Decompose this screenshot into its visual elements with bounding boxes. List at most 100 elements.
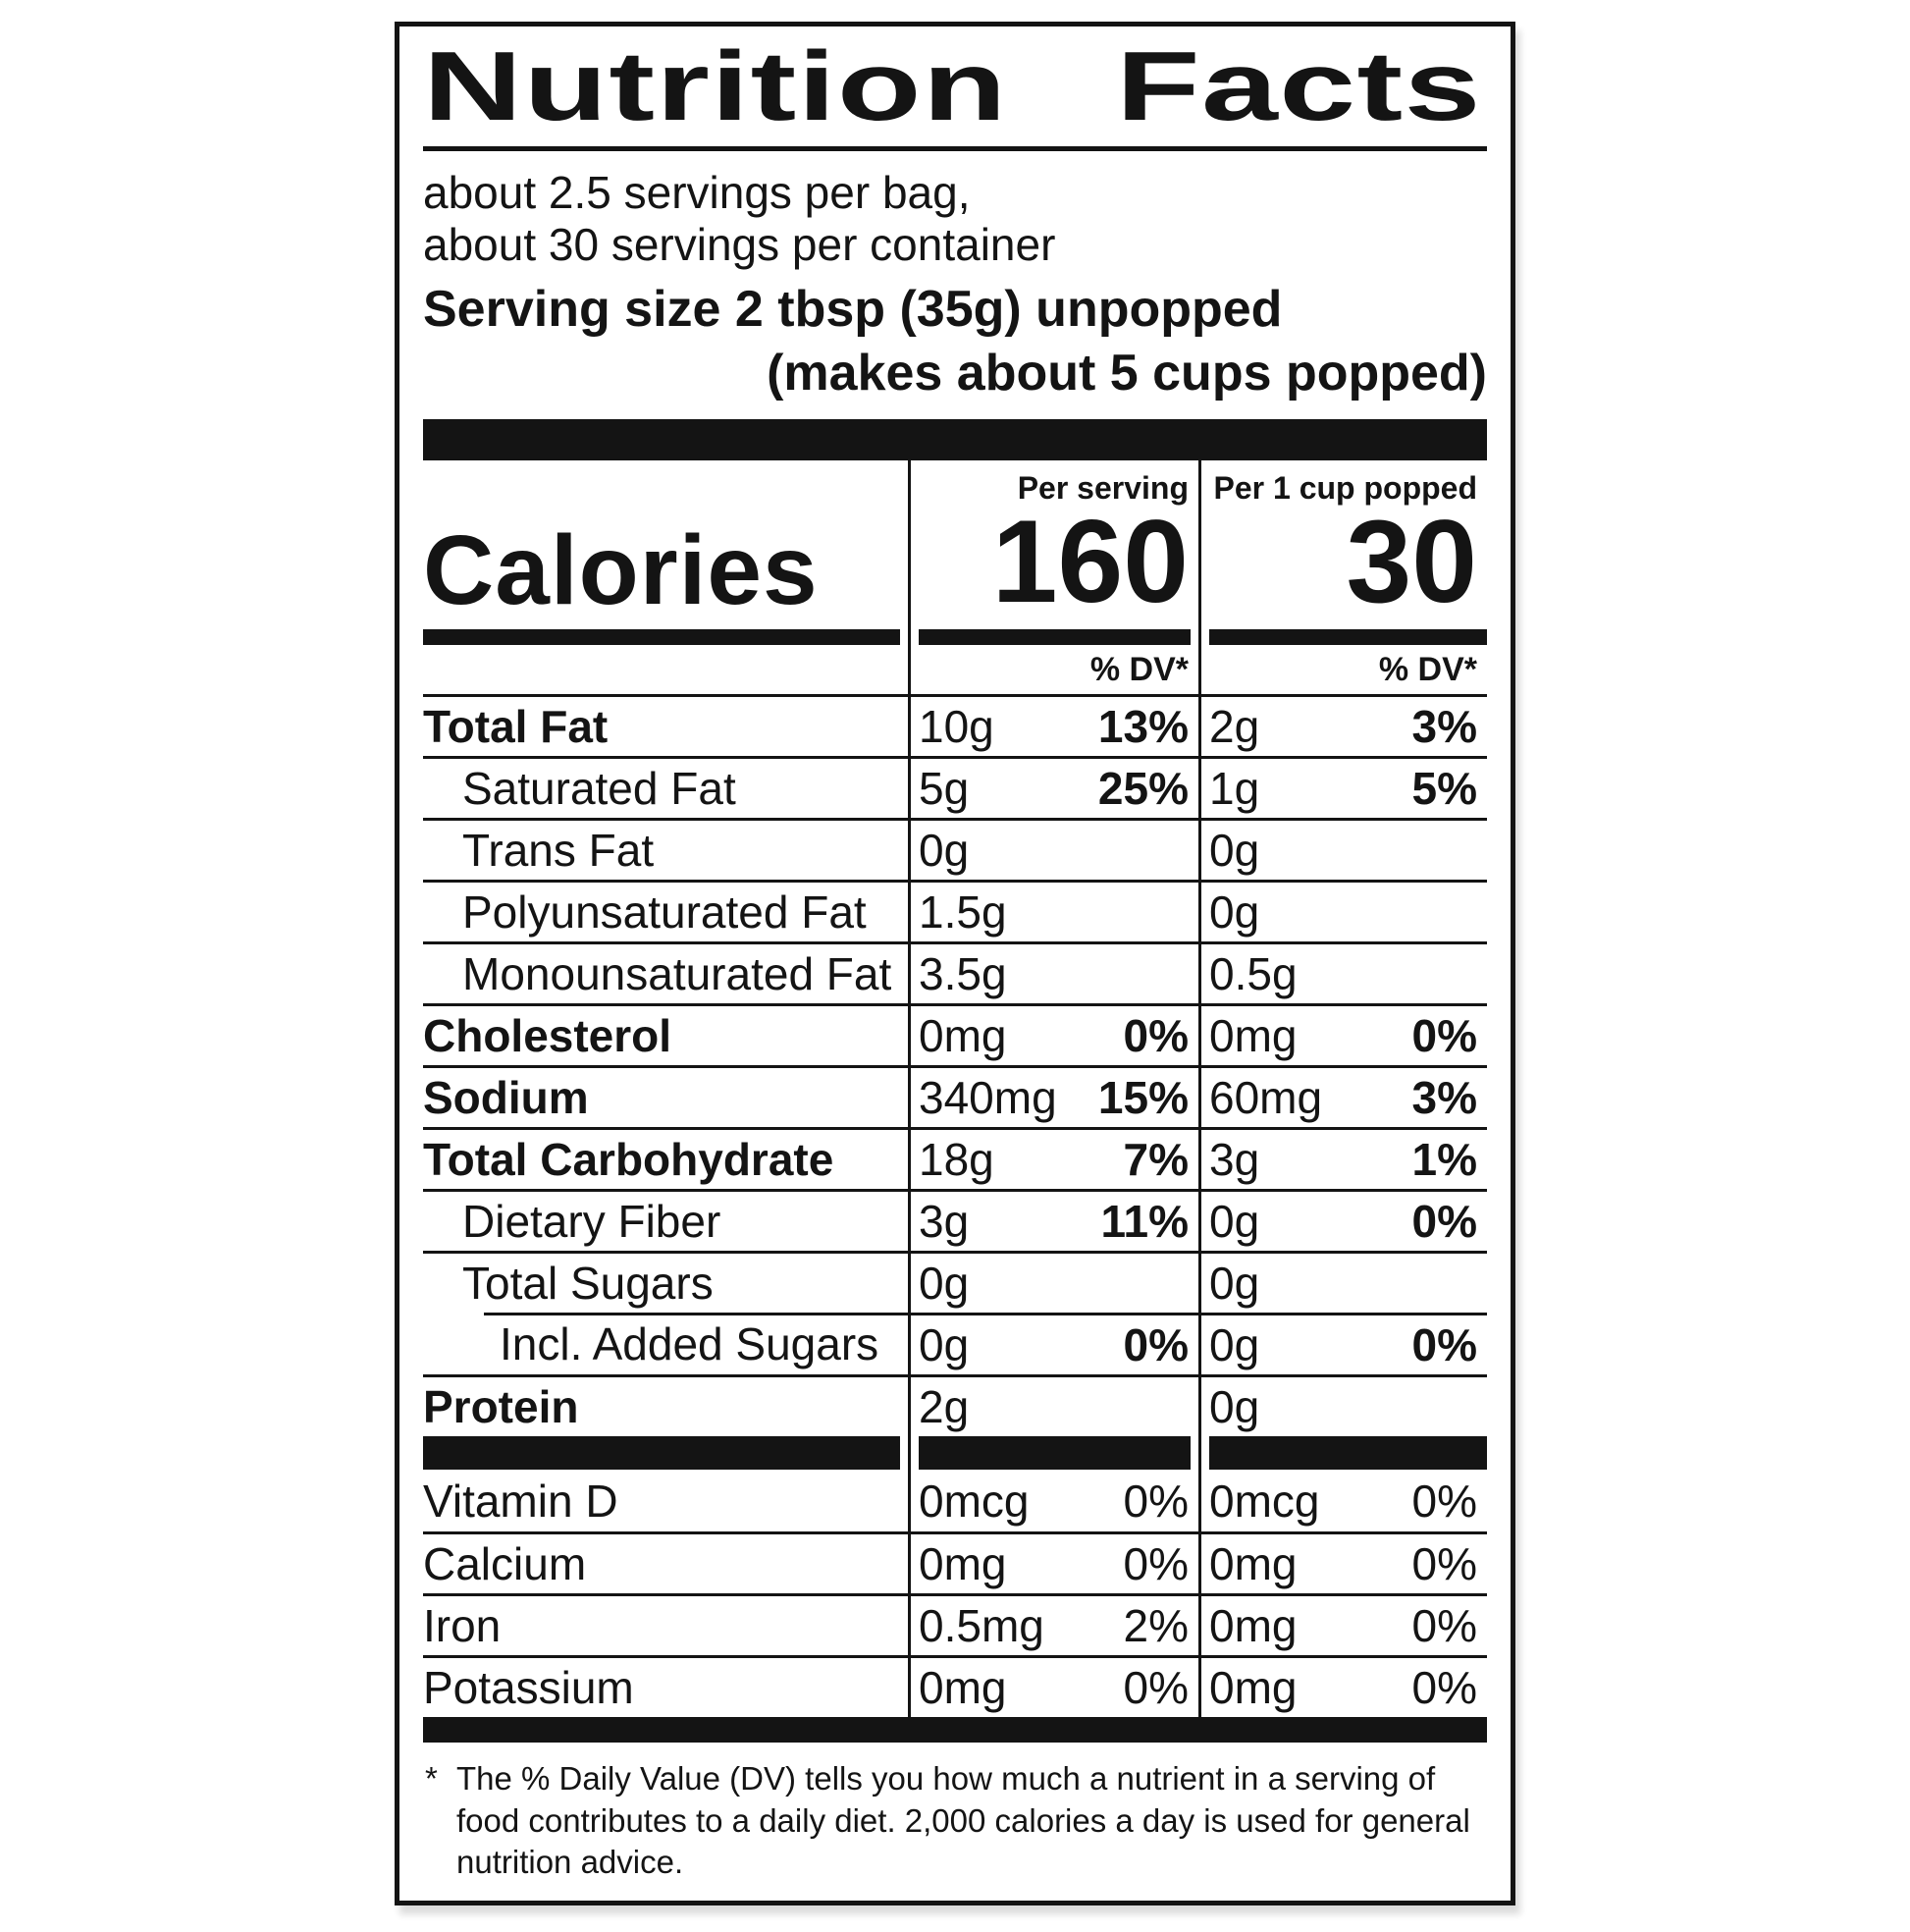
calories-label: Calories	[423, 515, 819, 626]
per-serving-amount: 18g	[919, 1134, 994, 1186]
row-polyunsaturated-fat: Polyunsaturated Fat 1.5g 0g	[423, 880, 1487, 942]
per-cup-dv: 3%	[1411, 1072, 1477, 1124]
per-serving-amount: 0g	[919, 825, 970, 877]
per-serving-dv: 15%	[1097, 1072, 1189, 1124]
per-serving-amount: 2g	[919, 1381, 970, 1433]
row-trans-fat: Trans Fat 0g 0g	[423, 818, 1487, 881]
row-vitamin-d: Vitamin D 0mcg 0% 0mcg 0%	[423, 1470, 1487, 1532]
row-potassium: Potassium 0mg 0% 0mg 0%	[423, 1655, 1487, 1718]
nutrient-name: Total Sugars	[423, 1251, 908, 1313]
per-cup-amount: 3g	[1209, 1134, 1260, 1186]
per-cup-amount: 0mcg	[1209, 1475, 1320, 1527]
per-serving-amount: 0mg	[919, 1010, 1007, 1062]
per-serving-calories-value: 160	[991, 496, 1189, 628]
nutrient-name: Sodium	[423, 1065, 908, 1127]
per-serving-amount: 0.5mg	[919, 1600, 1044, 1652]
per-serving-dv: 0%	[1123, 1010, 1189, 1062]
per-cup-header: Per 1 cup popped	[1213, 470, 1477, 507]
per-cup-amount: 0g	[1209, 1258, 1260, 1310]
serving-size: Serving size 2 tbsp (35g) unpopped	[423, 280, 1283, 338]
per-cup-amount: 0mg	[1209, 1010, 1298, 1062]
nutrient-name: Calcium	[423, 1531, 908, 1593]
per-cup-calories-value: 30	[1346, 496, 1477, 628]
per-serving-amount: 5g	[919, 763, 970, 815]
per-cup-amount: 0mg	[1209, 1538, 1298, 1590]
per-serving-dv: 25%	[1097, 763, 1189, 815]
nutrient-name: Monounsaturated Fat	[423, 941, 908, 1003]
nutrient-name: Saturated Fat	[423, 756, 908, 818]
nutrient-name: Dietary Fiber	[423, 1189, 908, 1251]
calories-section: Calories Per serving 160 Per 1 cup poppe…	[423, 460, 1487, 630]
per-serving-dv: 7%	[1123, 1134, 1189, 1186]
row-saturated-fat: Saturated Fat 5g 25% 1g 5%	[423, 756, 1487, 819]
nutrient-name: Trans Fat	[423, 818, 908, 880]
row-total-sugars: Total Sugars 0g 0g	[423, 1251, 1487, 1314]
per-serving-dv-header: % DV*	[908, 645, 1198, 695]
row-iron: Iron 0.5mg 2% 0mg 0%	[423, 1593, 1487, 1656]
nutrient-name: Polyunsaturated Fat	[423, 880, 908, 941]
vitamins-separator-bar	[423, 1436, 1487, 1471]
per-serving-dv: 0%	[1123, 1662, 1189, 1714]
nutrition-facts-label: Nutrition Facts about 2.5 servings per b…	[395, 22, 1515, 1906]
separator-bar-top	[423, 419, 1487, 461]
row-total-fat: Total Fat 10g 13% 2g 3%	[423, 694, 1487, 757]
per-serving-dv: 11%	[1100, 1196, 1189, 1248]
per-serving-dv: 0%	[1123, 1538, 1189, 1590]
per-serving-amount: 3g	[919, 1196, 970, 1248]
per-cup-dv: 5%	[1411, 763, 1477, 815]
per-cup-amount: 2g	[1209, 701, 1260, 753]
row-calcium: Calcium 0mg 0% 0mg 0%	[423, 1531, 1487, 1594]
separator-bar-bottom	[423, 1717, 1487, 1744]
nutrient-name: Potassium	[423, 1655, 908, 1717]
per-cup-amount: 0g	[1209, 1319, 1260, 1371]
per-cup-amount: 0g	[1209, 1381, 1260, 1433]
per-cup-dv: 1%	[1411, 1134, 1477, 1186]
per-serving-amount: 0mg	[919, 1538, 1007, 1590]
per-serving-calories-column: Per serving 160	[908, 460, 1198, 630]
row-added-sugars: Incl. Added Sugars 0g 0% 0g 0%	[423, 1313, 1487, 1375]
per-serving-amount: 0mcg	[919, 1475, 1030, 1527]
nutrient-name: Total Fat	[423, 694, 908, 756]
per-cup-dv: 0%	[1411, 1196, 1477, 1248]
nutrient-name: Incl. Added Sugars	[423, 1313, 908, 1375]
servings-per-bag: about 2.5 servings per bag,	[423, 167, 971, 218]
dv-footnote: * The % Daily Value (DV) tells you how m…	[423, 1743, 1487, 1901]
row-total-carbohydrate: Total Carbohydrate 18g 7% 3g 1%	[423, 1127, 1487, 1190]
per-serving-header: Per serving	[1017, 470, 1189, 507]
serving-size-note: (makes about 5 cups popped)	[767, 345, 1487, 402]
row-dietary-fiber: Dietary Fiber 3g 11% 0g 0%	[423, 1189, 1487, 1252]
per-cup-dv: 3%	[1411, 701, 1477, 753]
per-serving-amount: 0mg	[919, 1662, 1007, 1714]
per-cup-amount: 0g	[1209, 886, 1260, 939]
footnote-marker: *	[425, 1760, 438, 1798]
per-serving-dv: 2%	[1123, 1600, 1189, 1652]
per-cup-amount: 0.5g	[1209, 948, 1298, 1000]
nutrient-name: Total Carbohydrate	[423, 1127, 908, 1189]
per-cup-dv: 0%	[1411, 1600, 1477, 1652]
per-serving-amount: 340mg	[919, 1072, 1057, 1124]
per-cup-dv: 0%	[1411, 1319, 1477, 1371]
nutrient-name: Cholesterol	[423, 1003, 908, 1065]
per-cup-dv: 0%	[1411, 1662, 1477, 1714]
label-title: Nutrition Facts	[423, 31, 1482, 141]
per-cup-dv: 0%	[1411, 1010, 1477, 1062]
per-serving-dv: 0%	[1123, 1475, 1189, 1527]
per-cup-dv: 0%	[1411, 1475, 1477, 1527]
per-cup-calories-column: Per 1 cup popped 30	[1198, 460, 1487, 630]
per-serving-amount: 10g	[919, 701, 994, 753]
servings-per-container: about 30 servings per container	[423, 219, 1056, 271]
per-cup-dv: 0%	[1411, 1538, 1477, 1590]
row-protein: Protein 2g 0g	[423, 1374, 1487, 1437]
per-cup-amount: 1g	[1209, 763, 1260, 815]
row-sodium: Sodium 340mg 15% 60mg 3%	[423, 1065, 1487, 1128]
per-serving-dv: 0%	[1123, 1319, 1189, 1371]
title-rule	[423, 146, 1487, 151]
per-serving-amount: 0g	[919, 1319, 970, 1371]
per-cup-amount: 0g	[1209, 825, 1260, 877]
per-cup-amount: 60mg	[1209, 1072, 1323, 1124]
per-serving-dv: 13%	[1097, 701, 1189, 753]
per-serving-amount: 1.5g	[919, 886, 1007, 939]
per-cup-amount: 0mg	[1209, 1600, 1298, 1652]
nutrient-name: Protein	[423, 1374, 908, 1436]
dv-header-row: % DV* % DV*	[423, 645, 1487, 695]
